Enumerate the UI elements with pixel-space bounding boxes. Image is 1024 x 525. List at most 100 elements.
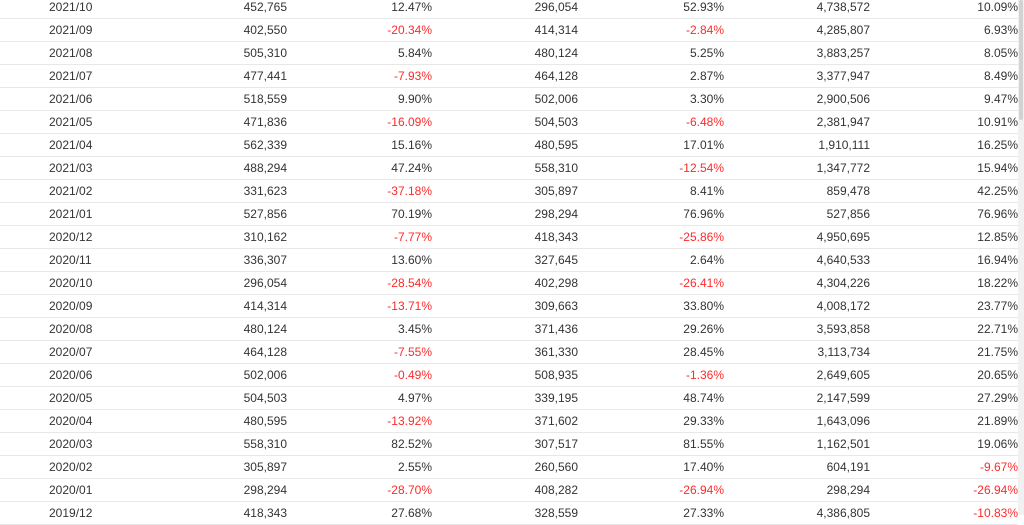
value-b-cell: 339,195 <box>432 386 578 410</box>
value-b-cell: 361,330 <box>432 340 578 364</box>
value-b-cell: 508,935 <box>432 363 578 387</box>
value-a-cell: 480,124 <box>152 317 287 341</box>
value-a-cell: 527,856 <box>152 202 287 226</box>
value-b-cell: 305,897 <box>432 179 578 203</box>
cumulative-change-cell: 10.91% <box>870 110 1018 134</box>
cumulative-cell: 298,294 <box>724 478 870 502</box>
change-a-cell: 15.16% <box>287 133 432 157</box>
change-b-cell: 48.74% <box>578 386 724 410</box>
change-a-cell: 5.84% <box>287 41 432 65</box>
table-row: 2021/05 471,836 -16.09% 504,503 -6.48% 2,381,… <box>0 110 1018 134</box>
month-cell: 2021/08 <box>0 41 152 65</box>
cumulative-change-cell: 76.96% <box>870 202 1018 226</box>
table-row: 2019/12 418,343 27.68% 328,559 27.33% 4,386,8… <box>0 501 1018 525</box>
table-row: 2020/04 480,595 -13.92% 371,602 29.33% 1,643,… <box>0 409 1018 433</box>
cumulative-cell: 4,950,695 <box>724 225 870 249</box>
scrollbar-thumb[interactable] <box>1019 0 1023 120</box>
value-a-cell: 464,128 <box>152 340 287 364</box>
cumulative-change-cell: 8.05% <box>870 41 1018 65</box>
change-b-cell: 17.01% <box>578 133 724 157</box>
table-row: 2020/11 336,307 13.60% 327,645 2.64% 4,640,53… <box>0 248 1018 272</box>
cumulative-change-cell: 6.93% <box>870 18 1018 42</box>
cumulative-change-cell: 27.29% <box>870 386 1018 410</box>
value-a-cell: 336,307 <box>152 248 287 272</box>
cumulative-cell: 3,113,734 <box>724 340 870 364</box>
cumulative-change-cell: 8.49% <box>870 64 1018 88</box>
value-a-cell: 418,343 <box>152 501 287 525</box>
cumulative-cell: 604,191 <box>724 455 870 479</box>
value-a-cell: 298,294 <box>152 478 287 502</box>
cumulative-cell: 1,910,111 <box>724 133 870 157</box>
cumulative-change-cell: 15.94% <box>870 156 1018 180</box>
value-a-cell: 562,339 <box>152 133 287 157</box>
table-row: 2020/05 504,503 4.97% 339,195 48.74% 2,147,59… <box>0 386 1018 410</box>
cumulative-cell: 4,304,226 <box>724 271 870 295</box>
month-cell: 2021/02 <box>0 179 152 203</box>
table-row: 2020/08 480,124 3.45% 371,436 29.26% 3,593,85… <box>0 317 1018 341</box>
value-a-cell: 331,623 <box>152 179 287 203</box>
vertical-scrollbar[interactable] <box>1018 0 1024 515</box>
cumulative-change-cell: 23.77% <box>870 294 1018 318</box>
change-a-cell: -16.09% <box>287 110 432 134</box>
cumulative-change-cell: 16.25% <box>870 133 1018 157</box>
change-a-cell: 9.90% <box>287 87 432 111</box>
month-cell: 2020/05 <box>0 386 152 410</box>
change-b-cell: -1.36% <box>578 363 724 387</box>
value-a-cell: 502,006 <box>152 363 287 387</box>
change-a-cell: -28.70% <box>287 478 432 502</box>
value-b-cell: 371,602 <box>432 409 578 433</box>
cumulative-cell: 1,643,096 <box>724 409 870 433</box>
month-cell: 2020/03 <box>0 432 152 456</box>
value-b-cell: 328,559 <box>432 501 578 525</box>
table-row: 2020/07 464,128 -7.55% 361,330 28.45% 3,113,7… <box>0 340 1018 364</box>
value-a-cell: 477,441 <box>152 64 287 88</box>
change-b-cell: 52.93% <box>578 0 724 19</box>
cumulative-cell: 2,381,947 <box>724 110 870 134</box>
value-b-cell: 260,560 <box>432 455 578 479</box>
value-a-cell: 504,503 <box>152 386 287 410</box>
value-a-cell: 480,595 <box>152 409 287 433</box>
change-a-cell: 82.52% <box>287 432 432 456</box>
value-a-cell: 558,310 <box>152 432 287 456</box>
change-b-cell: 81.55% <box>578 432 724 456</box>
cumulative-change-cell: 16.94% <box>870 248 1018 272</box>
change-a-cell: 27.68% <box>287 501 432 525</box>
value-a-cell: 310,162 <box>152 225 287 249</box>
month-cell: 2021/06 <box>0 87 152 111</box>
table-row: 2020/02 305,897 2.55% 260,560 17.40% 604,191-… <box>0 455 1018 479</box>
value-b-cell: 296,054 <box>432 0 578 19</box>
value-b-cell: 307,517 <box>432 432 578 456</box>
month-cell: 2020/02 <box>0 455 152 479</box>
change-b-cell: 5.25% <box>578 41 724 65</box>
table-row: 2020/09 414,314 -13.71% 309,663 33.80% 4,008,… <box>0 294 1018 318</box>
cumulative-cell: 4,008,172 <box>724 294 870 318</box>
cumulative-change-cell: 42.25% <box>870 179 1018 203</box>
change-a-cell: -7.93% <box>287 64 432 88</box>
month-cell: 2020/07 <box>0 340 152 364</box>
month-cell: 2020/12 <box>0 225 152 249</box>
month-cell: 2021/05 <box>0 110 152 134</box>
change-a-cell: 2.55% <box>287 455 432 479</box>
table-row: 2020/06 502,006 -0.49% 508,935 -1.36% 2,649,6… <box>0 363 1018 387</box>
table-row: 2021/01 527,856 70.19% 298,294 76.96% 527,856… <box>0 202 1018 226</box>
table-row: 2021/10 452,765 12.47% 296,054 52.93% 4,738,5… <box>0 0 1018 19</box>
change-a-cell: -28.54% <box>287 271 432 295</box>
cumulative-cell: 4,285,807 <box>724 18 870 42</box>
value-b-cell: 371,436 <box>432 317 578 341</box>
change-b-cell: 28.45% <box>578 340 724 364</box>
cumulative-cell: 1,162,501 <box>724 432 870 456</box>
month-cell: 2021/10 <box>0 0 152 19</box>
change-b-cell: -26.94% <box>578 478 724 502</box>
table-row: 2021/09 402,550 -20.34% 414,314 -2.84% 4,285,… <box>0 18 1018 42</box>
value-b-cell: 327,645 <box>432 248 578 272</box>
value-b-cell: 298,294 <box>432 202 578 226</box>
cumulative-change-cell: -9.67% <box>870 455 1018 479</box>
cumulative-cell: 859,478 <box>724 179 870 203</box>
cumulative-change-cell: 19.06% <box>870 432 1018 456</box>
change-b-cell: -2.84% <box>578 18 724 42</box>
table-row: 2020/01 298,294 -28.70% 408,282 -26.94% 298,2… <box>0 478 1018 502</box>
value-b-cell: 504,503 <box>432 110 578 134</box>
cumulative-change-cell: 10.09% <box>870 0 1018 19</box>
cumulative-change-cell: 22.71% <box>870 317 1018 341</box>
